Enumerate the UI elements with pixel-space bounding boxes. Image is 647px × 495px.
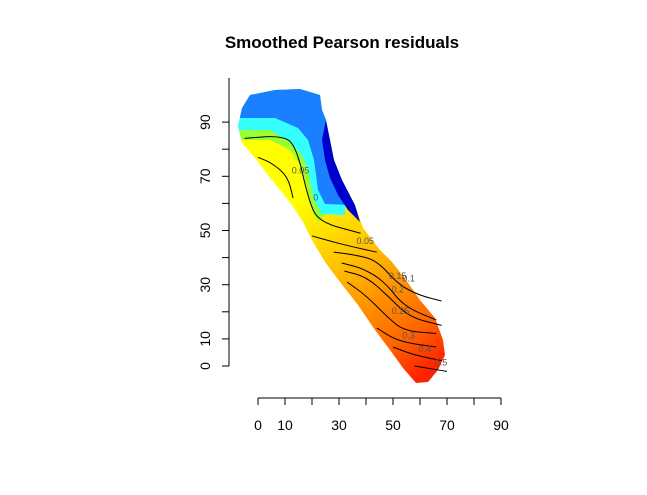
x-tick-label: 30 — [331, 417, 347, 433]
contour-line — [392, 346, 442, 362]
contour-label: 0.3 — [402, 331, 415, 341]
x-axis: 0 10 30 50 70 90 — [254, 397, 509, 433]
x-tick-label: 50 — [385, 417, 401, 433]
contour-lines: 0 0.05 0.05 0.10.15 0.2 0.25 0.3 0.40.5 — [244, 136, 448, 372]
contour-line — [244, 136, 361, 234]
y-tick-label: 10 — [197, 331, 213, 347]
y-tick-label: 0 — [197, 362, 213, 370]
contour-line — [257, 156, 294, 199]
contour-label: 0.05 — [357, 236, 375, 246]
y-tick-label: 50 — [197, 223, 213, 239]
x-tick-label: 90 — [493, 417, 509, 433]
chart-title: Smoothed Pearson residuals — [225, 33, 459, 52]
contour-label: 0.5 — [435, 358, 448, 368]
contour-label: 0.15 — [389, 271, 407, 281]
contour-line — [311, 235, 377, 253]
contour-label: 0.05 — [292, 165, 310, 175]
y-tick-label: 70 — [197, 168, 213, 184]
y-axis: 0 10 30 50 70 90 — [197, 78, 230, 370]
contour-line — [414, 365, 448, 372]
heat-band-light-blue — [238, 89, 350, 205]
x-tick-label: 0 — [254, 417, 262, 433]
contour-line — [376, 327, 437, 348]
contour-label: 0.4 — [419, 344, 432, 354]
contour-label: 0.25 — [392, 306, 410, 316]
x-tick-label: 70 — [439, 417, 455, 433]
contour-line — [344, 270, 442, 326]
x-tick-label: 10 — [277, 417, 293, 433]
y-tick-label: 30 — [197, 277, 213, 293]
contour-label: 0.2 — [392, 285, 405, 295]
heat-band-dark-blue — [322, 120, 360, 222]
contour-label: 0.1 — [402, 274, 415, 284]
contour-label: 0 — [313, 192, 318, 202]
contour-line — [341, 262, 437, 321]
contour-line — [333, 251, 442, 302]
y-tick-label: 90 — [197, 114, 213, 130]
contour-line — [346, 281, 437, 334]
